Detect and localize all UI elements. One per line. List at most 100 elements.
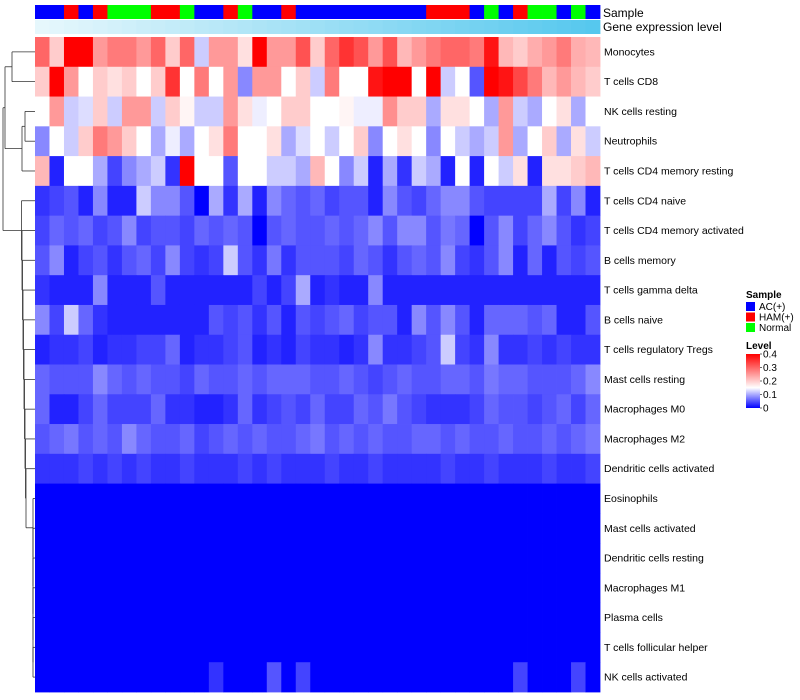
heatmap-cell	[252, 185, 268, 217]
heatmap-cell	[513, 215, 528, 246]
sample-annotation-cell	[107, 5, 123, 19]
expression-annotation-cell	[121, 20, 137, 34]
heatmap-cell	[266, 364, 282, 395]
heatmap-cell	[571, 334, 586, 365]
heatmap-cell	[397, 185, 413, 217]
heatmap-cell	[542, 424, 557, 455]
heatmap-cell	[571, 453, 586, 484]
heatmap-cell	[469, 185, 485, 217]
heatmap-cell	[223, 364, 239, 395]
heatmap-cell	[92, 453, 108, 484]
heatmap-cell	[121, 424, 137, 455]
heatmap-cell	[194, 245, 210, 276]
heatmap-cell	[266, 334, 282, 365]
heatmap-cell	[49, 364, 65, 395]
expression-annotation-cell	[498, 20, 514, 34]
expression-annotation-cell	[165, 20, 181, 34]
heatmap-cell	[136, 364, 152, 395]
heatmap-cell	[571, 126, 586, 157]
heatmap-cell	[542, 662, 557, 693]
heatmap-cell	[571, 632, 586, 663]
heatmap-cell	[92, 662, 108, 693]
heatmap-cell	[426, 245, 442, 276]
heatmap-cell	[150, 334, 166, 365]
row-label: Eosinophils	[604, 493, 658, 505]
heatmap-cell	[513, 513, 528, 544]
heatmap-cell	[310, 424, 326, 455]
heatmap-cell	[35, 304, 50, 336]
heatmap-cell	[92, 572, 108, 604]
sample-legend-title: Sample	[746, 290, 782, 301]
heatmap-cell	[237, 37, 253, 68]
heatmap-cell	[121, 275, 137, 306]
heatmap-cell	[223, 602, 239, 633]
heatmap-cell	[411, 632, 427, 663]
heatmap-cell	[266, 632, 282, 663]
heatmap-cell	[63, 424, 79, 455]
heatmap-cell	[426, 185, 442, 217]
heatmap-cell	[179, 424, 195, 455]
heatmap-cell	[295, 275, 311, 306]
heatmap-cell	[295, 513, 311, 544]
heatmap-cell	[252, 453, 268, 484]
level-legend-title: Level	[746, 341, 772, 352]
heatmap-cell	[339, 334, 355, 365]
heatmap-cell	[513, 275, 528, 306]
heatmap-cell	[556, 572, 572, 604]
heatmap-cell	[136, 334, 152, 365]
heatmap-cell	[136, 126, 152, 157]
heatmap-cell	[266, 66, 282, 97]
heatmap-cell	[585, 394, 601, 425]
heatmap-cell	[223, 513, 239, 544]
heatmap-cell	[194, 37, 210, 68]
heatmap-cell	[194, 543, 210, 574]
heatmap-cell	[165, 334, 181, 365]
heatmap-cell	[571, 483, 586, 514]
heatmap-cell	[252, 215, 268, 246]
heatmap-cell	[78, 275, 94, 306]
expression-annotation-cell	[426, 20, 442, 34]
heatmap-cell	[382, 572, 398, 604]
heatmap-cell	[498, 304, 514, 336]
row-label: Neutrophils	[604, 136, 657, 148]
expression-annotation-cell	[252, 20, 268, 34]
heatmap-cell	[324, 602, 340, 633]
heatmap-cell	[281, 126, 297, 157]
heatmap-cell	[411, 662, 427, 693]
heatmap-cell	[324, 483, 340, 514]
heatmap-cell	[513, 483, 528, 514]
heatmap-cell	[542, 215, 557, 246]
heatmap-cell	[426, 394, 442, 425]
heatmap-cell	[252, 513, 268, 544]
heatmap-cell	[556, 394, 572, 425]
heatmap-cell	[35, 543, 50, 574]
sample-annotation-cell	[63, 5, 79, 19]
heatmap-cell	[92, 513, 108, 544]
heatmap-cell	[440, 126, 456, 157]
heatmap-cell	[92, 245, 108, 276]
heatmap-cell	[252, 662, 268, 693]
heatmap-cell	[368, 572, 384, 604]
heatmap-cell	[136, 156, 152, 187]
heatmap-cell	[223, 662, 239, 693]
heatmap-cell	[542, 572, 557, 604]
heatmap-cell	[585, 37, 601, 68]
heatmap-cell	[281, 66, 297, 97]
heatmap-cell	[107, 543, 123, 574]
expression-annotation-cell	[556, 20, 572, 34]
heatmap-cell	[498, 215, 514, 246]
heatmap-cell	[426, 602, 442, 633]
heatmap-cell	[527, 126, 543, 157]
heatmap-cell	[324, 394, 340, 425]
heatmap-cell	[295, 632, 311, 663]
heatmap-cell	[353, 543, 369, 574]
heatmap-cell	[469, 156, 485, 187]
heatmap-cell	[49, 632, 65, 663]
heatmap-cell	[455, 304, 471, 336]
heatmap-cell	[440, 513, 456, 544]
heatmap-cell	[324, 156, 340, 187]
expression-annotation-cell	[469, 20, 485, 34]
heatmap-cell	[542, 37, 557, 68]
heatmap-cell	[150, 602, 166, 633]
heatmap-cell	[513, 364, 528, 395]
